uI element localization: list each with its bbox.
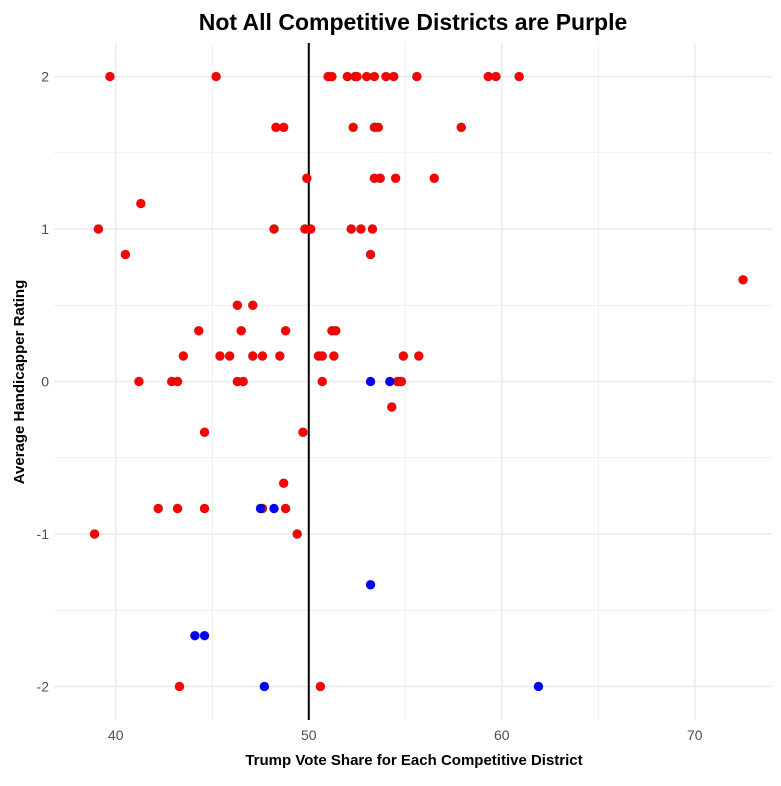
- y-axis-title: Average Handicapper Rating: [11, 280, 28, 485]
- red-data-point: [135, 198, 146, 209]
- blue-data-point: [365, 376, 376, 387]
- red-data-point: [238, 376, 249, 387]
- x-axis-title: Trump Vote Share for Each Competitive Di…: [245, 752, 582, 769]
- y-tick-label: 2: [41, 69, 49, 85]
- blue-data-point: [269, 503, 279, 514]
- red-data-point: [429, 173, 440, 184]
- red-data-point: [93, 224, 104, 234]
- blue-data-point: [199, 630, 210, 641]
- red-data-point: [396, 376, 407, 387]
- red-data-point: [386, 402, 397, 412]
- red-data-point: [278, 478, 289, 489]
- red-data-point: [352, 71, 362, 82]
- y-tick-label: 1: [41, 221, 49, 237]
- red-data-point: [247, 351, 258, 361]
- red-data-point: [280, 325, 291, 336]
- red-data-point: [456, 122, 467, 133]
- x-tick-label: 60: [494, 727, 510, 743]
- x-tick-label: 70: [687, 727, 703, 743]
- blue-data-point: [384, 376, 395, 387]
- red-data-point: [315, 681, 326, 692]
- blue-data-point: [189, 630, 200, 641]
- red-data-point: [236, 325, 247, 336]
- red-data-point: [280, 503, 291, 514]
- red-data-point: [327, 71, 337, 82]
- red-data-point: [224, 351, 235, 361]
- red-data-point: [330, 325, 341, 336]
- red-data-point: [390, 173, 401, 184]
- red-data-point: [134, 376, 144, 387]
- red-data-point: [278, 122, 289, 133]
- red-data-point: [317, 376, 328, 387]
- tick-labels-layer: 40 50 60 70 -2 -1 0 1 2: [37, 69, 703, 743]
- red-data-point: [317, 351, 328, 361]
- red-data-point: [328, 351, 339, 361]
- red-data-point: [120, 249, 131, 260]
- red-data-point: [269, 224, 279, 234]
- red-data-point: [491, 71, 501, 82]
- data-points-layer: [89, 71, 748, 692]
- red-data-point: [298, 427, 308, 438]
- x-tick-label: 40: [108, 727, 124, 743]
- red-data-point: [369, 71, 380, 82]
- red-data-point: [89, 529, 100, 539]
- y-tick-label: -2: [37, 678, 50, 694]
- red-data-point: [346, 224, 357, 234]
- blue-data-point: [533, 681, 544, 692]
- red-data-point: [398, 351, 409, 361]
- y-tick-label: 0: [41, 374, 49, 390]
- red-data-point: [193, 325, 204, 336]
- red-data-point: [367, 224, 378, 234]
- red-data-point: [292, 529, 303, 539]
- y-tick-label: -1: [37, 526, 50, 542]
- grid-layer: [54, 43, 772, 720]
- red-data-point: [365, 249, 376, 260]
- red-data-point: [215, 351, 225, 361]
- x-tick-label: 50: [301, 727, 317, 743]
- red-data-point: [211, 71, 222, 82]
- red-data-point: [174, 681, 185, 692]
- red-data-point: [257, 351, 268, 361]
- red-data-point: [178, 351, 189, 361]
- red-data-point: [172, 503, 183, 514]
- red-data-point: [375, 173, 386, 184]
- red-data-point: [301, 173, 312, 184]
- red-data-point: [373, 122, 384, 133]
- red-data-point: [199, 503, 210, 514]
- chart-title: Not All Competitive Districts are Purple: [199, 9, 628, 35]
- red-data-point: [172, 376, 183, 387]
- red-data-point: [738, 274, 748, 285]
- red-data-point: [355, 224, 366, 234]
- blue-data-point: [255, 503, 266, 514]
- blue-data-point: [365, 579, 376, 590]
- red-data-point: [413, 351, 424, 361]
- red-data-point: [199, 427, 210, 438]
- red-data-point: [411, 71, 422, 82]
- red-data-point: [247, 300, 258, 311]
- red-data-point: [514, 71, 525, 82]
- red-data-point: [348, 122, 359, 133]
- red-data-point: [388, 71, 399, 82]
- red-data-point: [232, 300, 243, 311]
- red-data-point: [153, 503, 164, 514]
- red-data-point: [274, 351, 285, 361]
- red-data-point: [305, 224, 316, 234]
- red-data-point: [105, 71, 115, 82]
- blue-data-point: [259, 681, 270, 692]
